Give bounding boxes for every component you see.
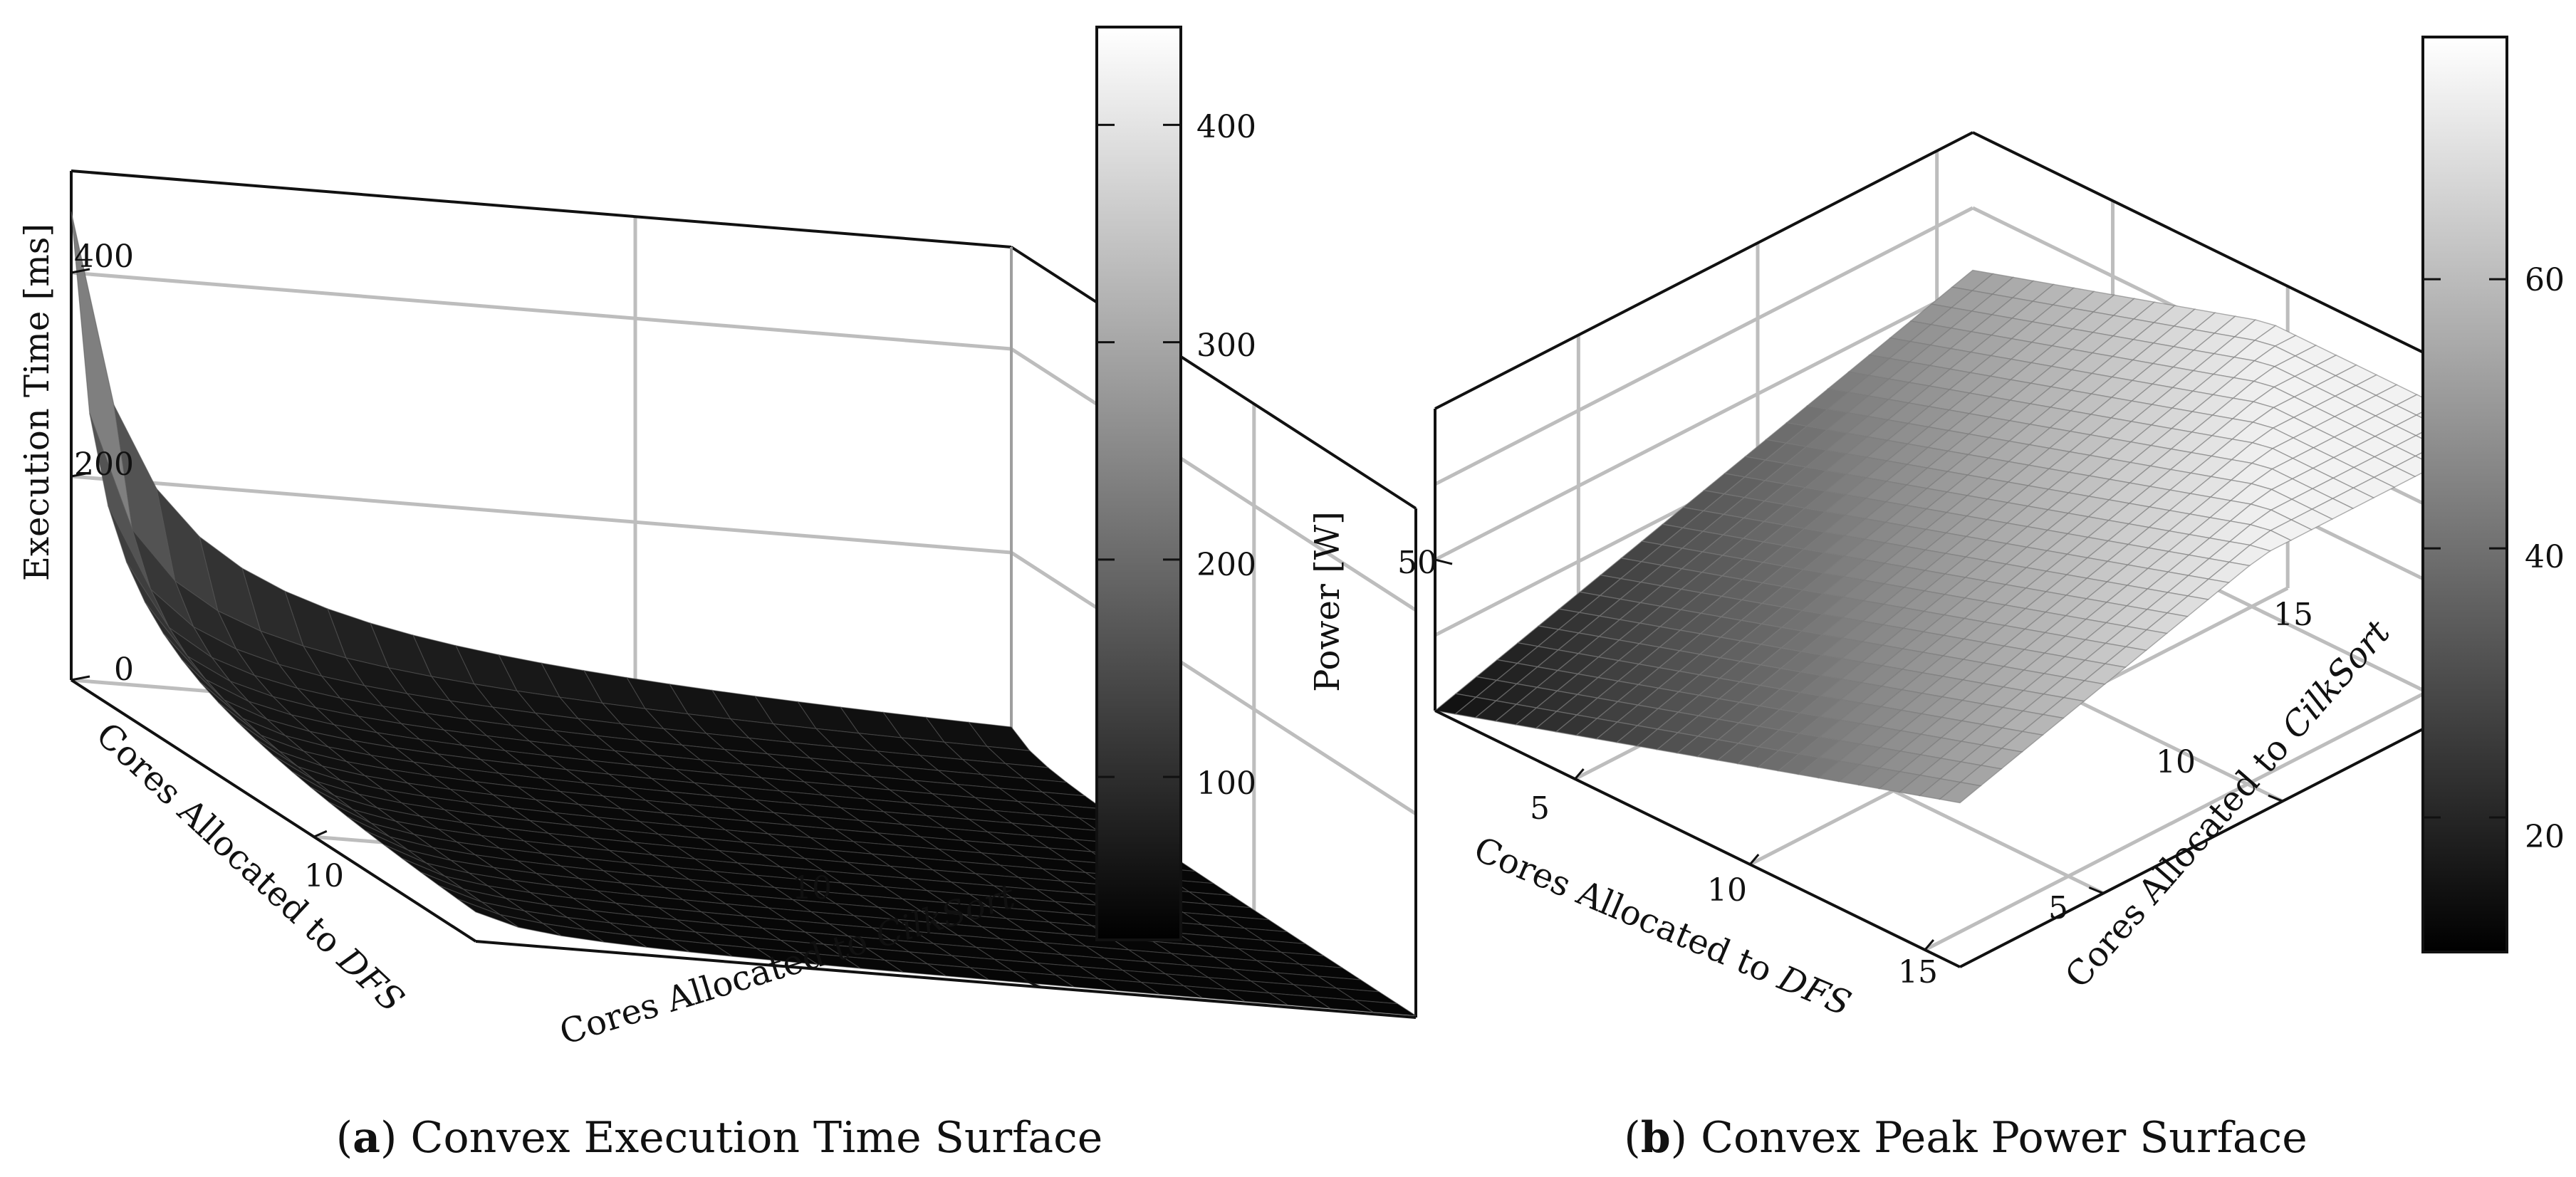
grid-line	[71, 474, 1012, 555]
x-tick-label: 10	[1707, 872, 1747, 909]
power-surface	[1434, 269, 2499, 804]
grid-line	[71, 271, 1012, 351]
x-tick	[1574, 768, 1585, 780]
x-tick-label: 15	[1898, 954, 1938, 990]
axis-line	[1972, 131, 2498, 390]
z-tick	[71, 268, 90, 274]
colorbar-gradient	[1095, 26, 1182, 941]
z-tick	[71, 471, 90, 478]
colorbar-tick-label: 60	[2525, 262, 2565, 298]
back-walls	[70, 169, 1417, 1020]
grid-line	[1434, 206, 1974, 486]
x-tick	[1749, 854, 1760, 865]
axis-line	[1434, 131, 1973, 410]
grid-line	[1010, 550, 1417, 816]
z-tick	[71, 675, 90, 681]
colorbar-b: 60 40 20	[2421, 36, 2565, 953]
grid-line	[1434, 281, 1974, 562]
colorbar-tick-label: 300	[1196, 328, 1256, 364]
colorbar-tick-label: 400	[1196, 109, 1256, 145]
grid-line	[1010, 347, 1417, 612]
axis-line	[1434, 709, 1961, 968]
grid-line	[1924, 671, 2464, 952]
z-axis-title: Power [W]	[1308, 511, 1347, 692]
y-tick	[2268, 794, 2283, 802]
axis-line	[70, 679, 477, 943]
x-tick-label: 5	[1530, 790, 1550, 827]
panel-a-execution-time: 400 200 0 Execution Time [ms] 10 10 Core…	[17, 26, 1417, 1163]
x-tick	[313, 830, 328, 838]
z-tick-label: 400	[74, 239, 134, 275]
colorbar-ticks	[2423, 278, 2507, 819]
colorbar-tick-label: 40	[2525, 539, 2565, 575]
z-tick-label: 50	[1397, 545, 1437, 581]
front-box-edges	[1434, 558, 2498, 968]
caption-a: (a) Convex Execution Time Surface	[336, 1113, 1103, 1163]
x-tick	[1924, 939, 1935, 951]
axis-line	[475, 940, 1417, 1019]
colorbar-gradient	[2421, 36, 2508, 953]
y-tick-label: 15	[2273, 597, 2313, 633]
z-tick-label: 0	[114, 652, 134, 688]
axis-line	[1010, 246, 1417, 510]
y-tick	[2088, 886, 2104, 894]
z-tick	[1434, 558, 1453, 565]
surface-cell	[1939, 781, 1982, 804]
z-axis-title: Execution Time [ms]	[17, 224, 57, 581]
y-tick-label: 10	[792, 870, 832, 906]
colorbar-ticks	[1097, 123, 1181, 778]
y-tick-label: 5	[2048, 890, 2068, 926]
colorbar-a: 400 300 200 100	[1095, 26, 1256, 941]
colorbar-tick-label: 20	[2525, 819, 2565, 855]
x-tick-label: 10	[304, 858, 344, 894]
colorbar-tick-label: 200	[1196, 547, 1256, 583]
x-axis-title: Cores Allocated to DFS	[1469, 829, 1857, 1024]
panel-b-peak-power: 50 Power [W] 5 10 15 5 10 15 Cores Alloc…	[1308, 36, 2565, 1163]
y-tick-label: 10	[2156, 744, 2196, 780]
y-tick	[1023, 978, 1041, 988]
surface-cell	[457, 898, 519, 928]
caption-b: (b) Convex Peak Power Surface	[1624, 1113, 2307, 1163]
axis-line	[1959, 689, 2498, 968]
axis-line	[71, 169, 1012, 249]
front-box-edges	[70, 268, 1417, 1019]
z-tick-label: 200	[74, 446, 134, 483]
colorbar-tick-label: 100	[1196, 765, 1256, 802]
